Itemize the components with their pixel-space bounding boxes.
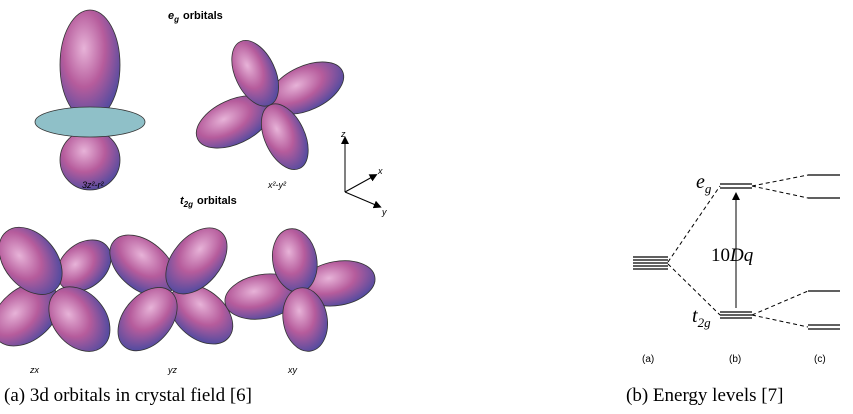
caption: (b) Energy levels [7] — [626, 385, 783, 406]
lobe — [60, 10, 120, 120]
caption: (a) 3d orbitals in crystal field [6] — [4, 385, 252, 406]
orbital-label: xy — [287, 365, 298, 375]
torus — [35, 107, 145, 137]
figure: egorbitals 3z²-r² x²-y² z x y t2gorbital… — [0, 0, 853, 414]
orbital-label: zx — [29, 365, 40, 375]
axis — [345, 192, 378, 206]
orbital-label: x²-y² — [267, 180, 287, 190]
text-part: 2g — [183, 200, 193, 209]
t2g-label: t2g — [692, 305, 711, 330]
panel-label: (c) — [814, 354, 826, 365]
text-part: e — [696, 171, 705, 193]
panel-label: (a) — [642, 354, 654, 365]
text-part: 10 — [711, 245, 730, 266]
text-part: g — [173, 15, 179, 24]
text-part: g — [705, 181, 712, 196]
axis-label: x — [377, 166, 383, 176]
text-part: orbitals — [197, 195, 237, 207]
axis — [345, 176, 374, 192]
axis-label: z — [340, 129, 346, 139]
orbital-label: yz — [167, 365, 178, 375]
text-part: Dq — [729, 245, 754, 266]
text-part: orbitals — [183, 10, 223, 22]
text-part: 2g — [698, 315, 712, 330]
orbital-label: 3z²-r² — [82, 180, 104, 190]
axis-label: y — [381, 207, 387, 217]
energy-diagram: eg 10Dq t2g (a) (b) (c) — [633, 171, 840, 365]
panel-label: (b) — [729, 354, 741, 365]
eg-label: eg — [696, 171, 712, 196]
gap-label: 10Dq — [711, 245, 754, 266]
